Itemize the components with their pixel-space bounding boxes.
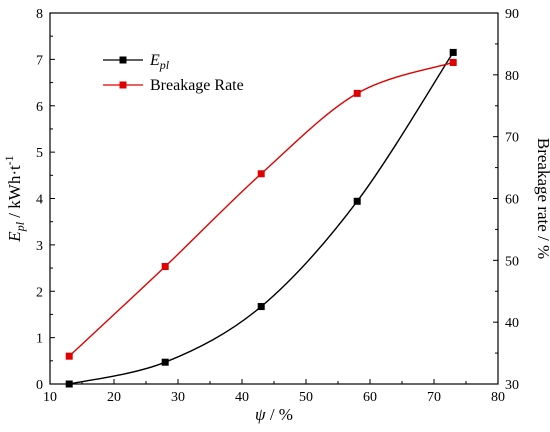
epl-point <box>161 358 169 366</box>
left-y-tick-label: 7 <box>36 53 43 68</box>
legend-marker-epl <box>119 56 127 64</box>
breakage-rate-point <box>257 170 265 178</box>
epl-point <box>353 197 361 205</box>
legend-epl-subscript: pl <box>159 58 170 72</box>
left-y-superscript: -1 <box>2 155 16 165</box>
x-tick-label: 30 <box>171 390 185 405</box>
left-y-symbol: E <box>5 231 24 243</box>
x-tick-label: 40 <box>235 390 249 405</box>
epl-point <box>449 48 457 56</box>
right-y-tick-label: 50 <box>505 254 519 269</box>
right-y-tick-label: 40 <box>505 316 519 331</box>
x-tick-label: 60 <box>363 390 377 405</box>
breakage-rate-point <box>161 263 169 271</box>
breakage-rate-point <box>449 58 457 66</box>
epl-point <box>257 303 265 311</box>
series-line-epl <box>69 52 454 385</box>
breakage-rate-point <box>65 352 73 360</box>
right-y-tick-label: 30 <box>505 378 519 393</box>
legend-label-breakage-rate: Breakage Rate <box>150 77 244 94</box>
left-y-subscript: pl <box>13 221 27 232</box>
left-y-tick-label: 8 <box>36 7 43 22</box>
right-y-tick-label: 60 <box>505 193 519 208</box>
series-line-breakage-rate <box>68 61 454 357</box>
x-axis-symbol: ψ <box>255 405 266 424</box>
left-y-tick-label: 4 <box>36 193 43 208</box>
series-curves <box>68 52 454 385</box>
x-axis: 10 20 30 40 50 60 70 80 <box>43 379 505 405</box>
x-tick-label: 10 <box>43 390 57 405</box>
x-tick-label: 50 <box>299 390 313 405</box>
left-y-tick-label: 6 <box>36 100 43 115</box>
x-tick-label: 80 <box>491 390 505 405</box>
right-y-axis: 30 40 50 60 70 80 90 <box>493 7 519 393</box>
left-y-tick-label: 3 <box>36 239 43 254</box>
left-y-axis-label: Epl / kWh·t-1 <box>2 155 27 242</box>
right-y-tick-label: 90 <box>505 7 519 22</box>
right-y-axis-label: Breakage rate / % <box>534 138 550 259</box>
legend: Epl Breakage Rate <box>103 52 244 94</box>
left-y-tick-label: 5 <box>36 146 43 161</box>
x-tick-label: 20 <box>107 390 121 405</box>
series-markers <box>65 48 457 388</box>
x-axis-unit: / % <box>266 405 293 424</box>
x-axis-label: ψ / % <box>255 405 293 424</box>
right-y-tick-label: 80 <box>505 69 519 84</box>
breakage-rate-point <box>353 89 361 97</box>
left-y-tick-label: 2 <box>36 285 43 300</box>
left-y-unit: / kWh·t <box>5 165 24 222</box>
x-tick-label: 70 <box>427 390 441 405</box>
left-y-tick-label: 0 <box>36 378 43 393</box>
left-y-tick-label: 1 <box>36 332 43 347</box>
left-y-axis: 0 1 2 3 4 5 6 7 8 <box>36 7 55 393</box>
legend-marker-breakage-rate <box>119 81 127 89</box>
legend-epl-symbol: E <box>149 52 160 69</box>
right-y-tick-label: 70 <box>505 131 519 146</box>
legend-label-epl: Epl <box>149 52 170 72</box>
